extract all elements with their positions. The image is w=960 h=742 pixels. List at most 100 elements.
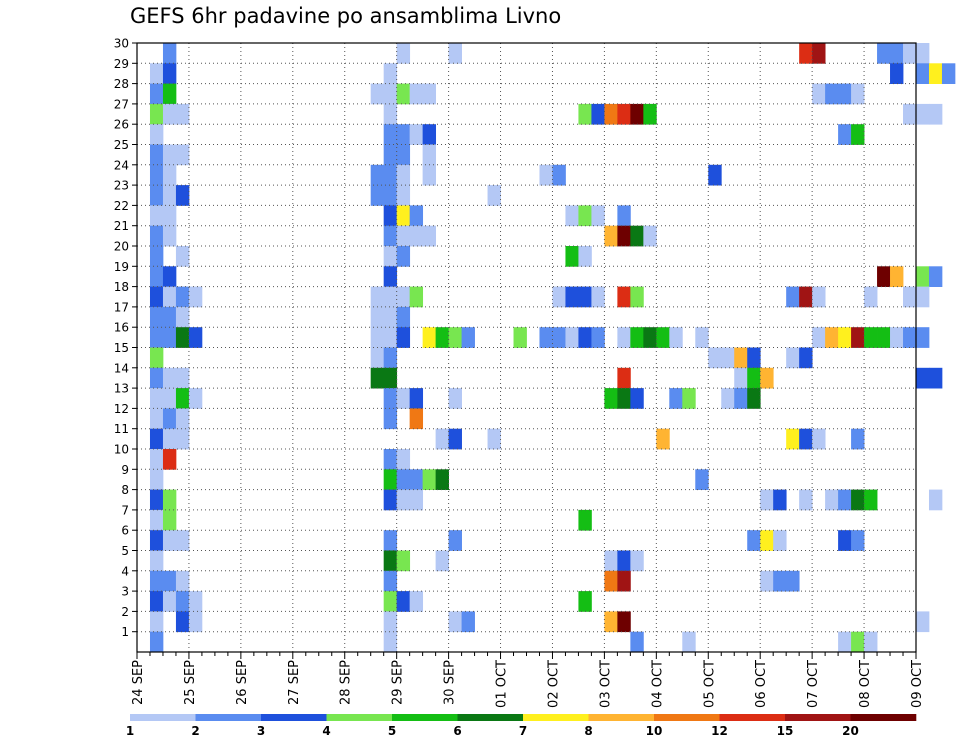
heatmap-cell [149, 550, 164, 572]
heatmap-cell [422, 225, 437, 247]
heatmap-cell [149, 509, 164, 531]
heatmap-cell [162, 591, 177, 612]
heatmap-cell [721, 347, 735, 369]
x-tick-label: 04 OCT [650, 660, 665, 708]
heatmap-cell [916, 286, 930, 308]
heatmap-cell [448, 428, 462, 450]
colorbar-label: 15 [777, 724, 794, 738]
heatmap-cell [916, 367, 930, 389]
heatmap-cell [617, 286, 631, 308]
heatmap-cell [370, 347, 385, 369]
heatmap-cell [188, 591, 203, 612]
heatmap-cell [604, 225, 618, 247]
heatmap-cell [578, 591, 592, 612]
heatmap-cell [409, 469, 424, 490]
y-tick-label: 13 [114, 382, 129, 396]
heatmap-cell [617, 225, 631, 247]
heatmap-cell [175, 246, 190, 267]
colorbar-label: 3 [257, 724, 265, 738]
heatmap-cell [383, 124, 398, 145]
heatmap-cell [383, 591, 398, 612]
heatmap-cell [188, 388, 203, 409]
heatmap-cell [149, 327, 164, 348]
heatmap-cell [162, 164, 177, 186]
heatmap-cell [383, 83, 398, 105]
heatmap-cell [747, 388, 761, 409]
y-tick-label: 16 [114, 321, 129, 335]
heatmap-cell [734, 367, 748, 389]
heatmap-cell [786, 428, 800, 450]
heatmap-cell [851, 489, 865, 511]
heatmap-cell [578, 286, 592, 308]
heatmap-cell [799, 489, 813, 511]
heatmap-cell [149, 469, 164, 490]
heatmap-cell [149, 449, 164, 470]
heatmap-cell [435, 550, 449, 572]
heatmap-cell [851, 327, 865, 348]
heatmap-cell [149, 83, 164, 105]
x-tick-label: 06 OCT [754, 660, 769, 708]
heatmap-cell [396, 306, 411, 328]
heatmap-cell [383, 144, 398, 166]
y-tick-label: 9 [121, 463, 129, 477]
y-tick-label: 5 [121, 544, 129, 558]
heatmap-cell [812, 327, 826, 348]
heatmap-cell [565, 246, 579, 267]
y-tick-label: 18 [114, 280, 129, 294]
heatmap-cell [149, 286, 164, 308]
heatmap-cell [162, 570, 177, 592]
heatmap-cell [838, 631, 852, 653]
heatmap-cell [617, 550, 631, 572]
y-tick-label: 7 [121, 503, 129, 517]
heatmap-cell [162, 428, 177, 450]
heatmap-cell [175, 591, 190, 612]
heatmap-cell [149, 428, 164, 450]
heatmap-cell [461, 611, 475, 633]
heatmap-cell [370, 185, 385, 206]
heatmap-cell [903, 327, 917, 348]
heatmap-cell [812, 43, 826, 64]
heatmap-cell [188, 611, 203, 633]
heatmap-cell [630, 225, 644, 247]
heatmap-cell [851, 530, 865, 551]
heatmap-cell [396, 550, 411, 572]
heatmap-cell [396, 144, 411, 166]
colorbar-swatch [457, 714, 524, 721]
heatmap-cell [617, 367, 631, 389]
y-tick-label: 3 [121, 585, 129, 599]
heatmap-cell [578, 103, 592, 125]
heatmap-cell [188, 327, 203, 348]
heatmap-cell [149, 489, 164, 511]
heatmap-cell [591, 327, 605, 348]
heatmap-cell [383, 347, 398, 369]
heatmap-cell [162, 530, 177, 551]
y-tick-label: 27 [114, 97, 129, 111]
heatmap-cell [162, 144, 177, 166]
heatmap-cell [162, 286, 177, 308]
heatmap-cell [578, 327, 592, 348]
heatmap-cell [825, 83, 839, 105]
y-tick-label: 8 [121, 483, 129, 497]
heatmap-cell [461, 327, 475, 348]
heatmap-cell [396, 124, 411, 145]
heatmap-cell [928, 63, 943, 84]
heatmap-cell [838, 327, 852, 348]
x-tick-label: 25 SEP [183, 660, 198, 705]
heatmap-cell [903, 43, 917, 64]
colorbar-label: 1 [126, 724, 134, 738]
heatmap-cell [734, 388, 748, 409]
heatmap-cell [643, 327, 657, 348]
heatmap-cell [162, 306, 177, 328]
heatmap-cell [162, 83, 177, 105]
y-tick-label: 17 [114, 300, 129, 314]
heatmap-cell [487, 428, 501, 450]
heatmap-cell [838, 489, 852, 511]
colorbar-swatch [654, 714, 720, 721]
heatmap-cell [162, 408, 177, 430]
heatmap-cell [630, 388, 644, 409]
heatmap-cell [149, 246, 164, 267]
colorbar-label: 6 [453, 724, 461, 738]
colorbar-swatch [588, 714, 655, 721]
heatmap-cell [747, 367, 761, 389]
heatmap-cell [578, 509, 592, 531]
